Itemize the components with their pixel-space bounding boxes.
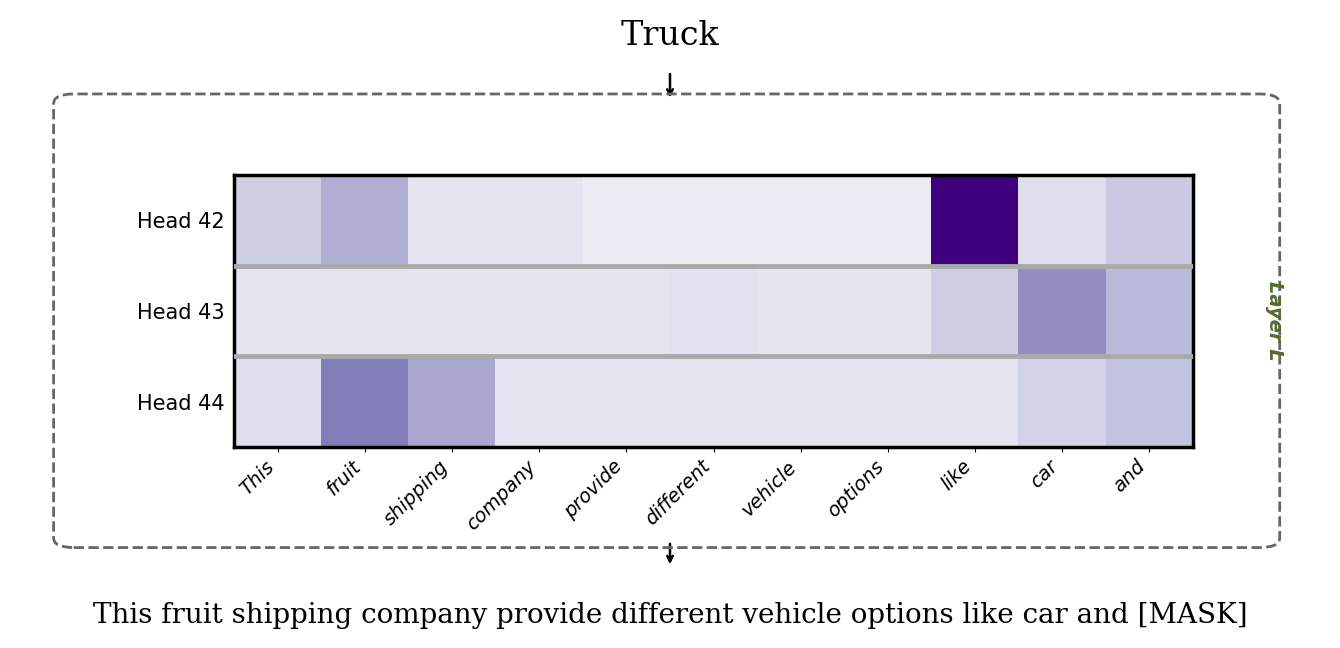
Text: Truck: Truck xyxy=(620,19,720,52)
Text: This fruit shipping company provide different vehicle options like car and [MASK: This fruit shipping company provide diff… xyxy=(92,602,1248,629)
Text: Layer L: Layer L xyxy=(1265,281,1284,360)
